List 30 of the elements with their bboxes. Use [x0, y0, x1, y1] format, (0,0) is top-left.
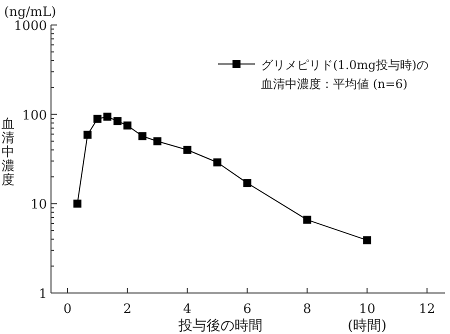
point — [114, 117, 122, 126]
point — [103, 112, 112, 121]
x-tick-label: 4 — [183, 302, 192, 317]
point — [123, 121, 132, 130]
y-tick-label: 1 — [38, 287, 47, 302]
point — [183, 146, 192, 154]
x-tick-label: 12 — [418, 302, 436, 317]
point — [363, 236, 372, 244]
point — [213, 158, 222, 166]
point — [93, 114, 102, 123]
text: (時間) — [348, 318, 387, 334]
ylabel: 血清中濃度 — [2, 117, 14, 188]
point — [243, 179, 252, 188]
x-tick-label: 0 — [63, 302, 72, 317]
x-tick-label: 10 — [358, 302, 376, 317]
point — [153, 137, 162, 146]
y-tick-label: 100 — [22, 108, 47, 124]
y-tick-label: 1000 — [14, 19, 47, 34]
y-axis-title: (ng/mL) — [4, 5, 56, 20]
x-tick-label: 2 — [123, 302, 132, 317]
point — [303, 216, 312, 224]
legend: グリメピリド(1.0mg投与時)の血清中濃度：平均値 (n=6) — [218, 58, 429, 91]
point — [138, 132, 146, 140]
legend-label: グリメピリド(1.0mg投与時)の血清中濃度：平均値 (n=6) — [261, 58, 429, 91]
x-tick-label: 8 — [303, 302, 312, 317]
x-axis-title: 投与後の時間 — [177, 318, 262, 334]
point — [84, 130, 92, 139]
y-tick-label: 10 — [30, 198, 47, 213]
x-tick-label: 6 — [243, 302, 252, 317]
point — [73, 200, 82, 208]
